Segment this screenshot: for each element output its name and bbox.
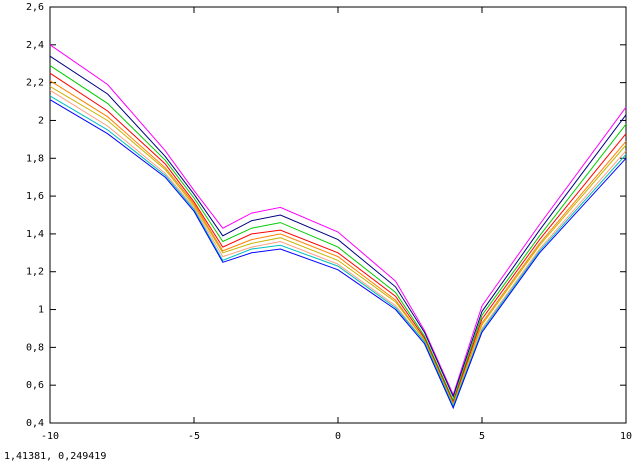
y-tick-label: 2,4 [26, 40, 44, 51]
y-tick-label: 1,6 [26, 191, 44, 202]
series-line [49, 44, 627, 396]
y-tick-label: 1,8 [26, 153, 44, 164]
series-line [49, 55, 627, 398]
series-line [49, 89, 627, 408]
series-line [49, 95, 627, 408]
status-text: 1,41381, 0,249419 [4, 451, 106, 462]
y-tick-label: 1,2 [26, 267, 44, 278]
x-tick-label: 0 [335, 431, 341, 442]
x-tick-label: -5 [188, 431, 200, 442]
x-tick-label: 5 [479, 431, 485, 442]
plot-frame [49, 6, 627, 424]
series-line [49, 85, 627, 406]
y-tick-label: 2 [38, 115, 44, 126]
series-line [49, 80, 627, 406]
series-line [49, 65, 627, 402]
y-tick-label: 0,8 [26, 342, 44, 353]
series-line [49, 99, 627, 410]
y-tick-label: 0,6 [26, 380, 44, 391]
y-tick-label: 1,4 [26, 229, 44, 240]
x-tick-label: -10 [41, 431, 59, 442]
y-tick-label: 1 [38, 305, 44, 316]
y-tick-label: 0,4 [26, 418, 44, 429]
y-tick-label: 2,2 [26, 78, 44, 89]
y-tick-label: 2,6 [26, 2, 44, 13]
series-line [49, 72, 627, 404]
x-tick-label: 10 [620, 431, 632, 442]
